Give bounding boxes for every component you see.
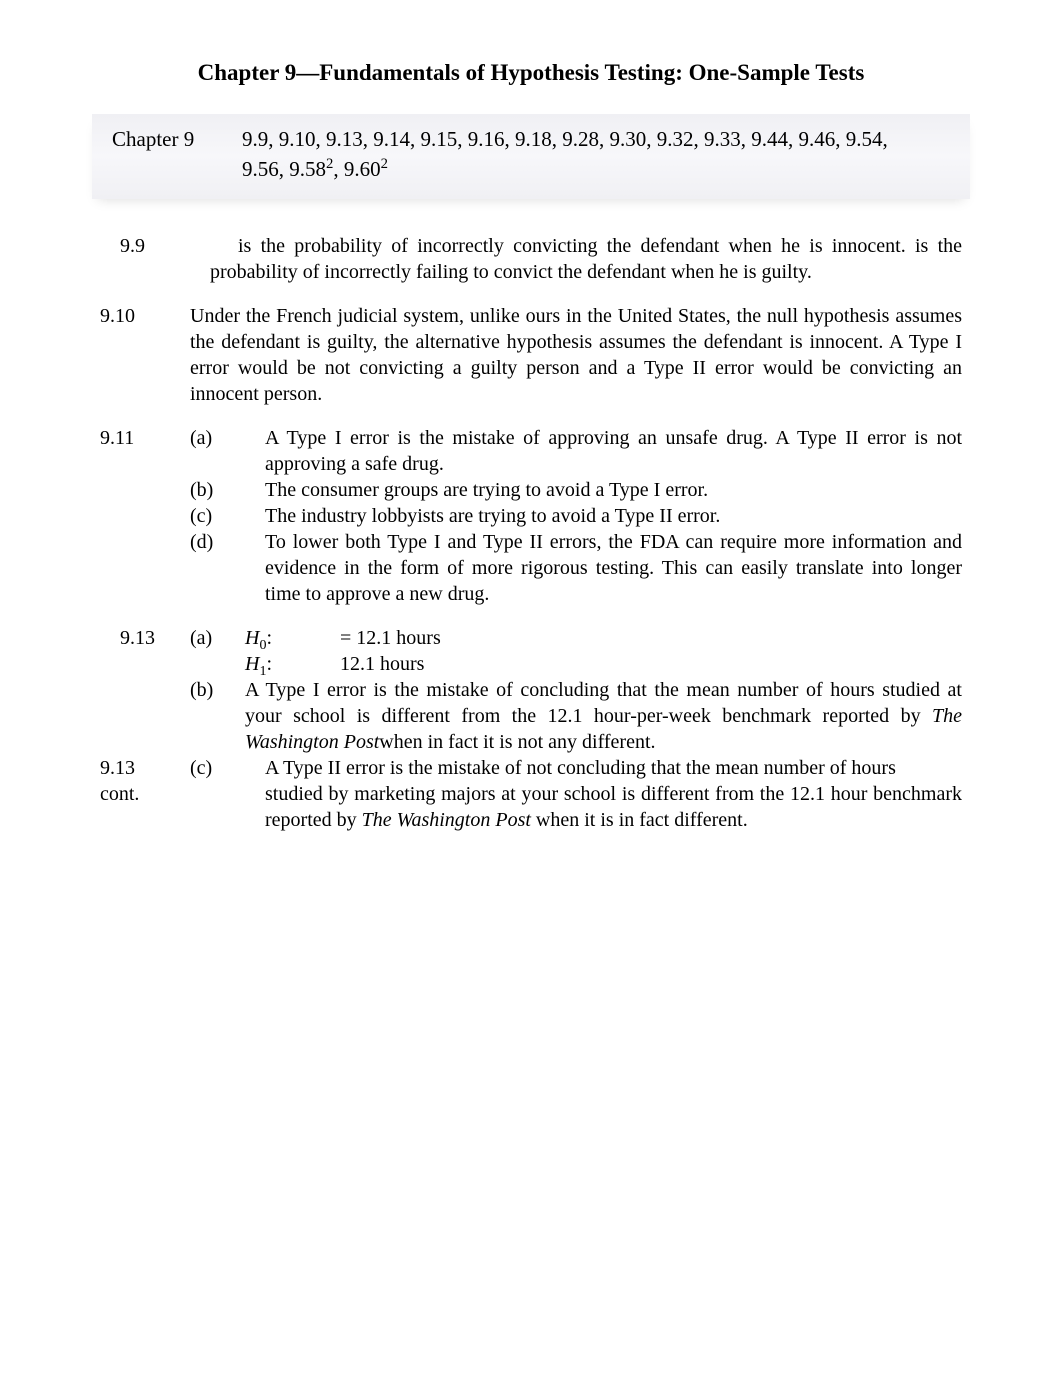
problem-number-blank bbox=[100, 677, 190, 755]
b-t4: when in fact it is not any different. bbox=[379, 731, 655, 753]
c-t2a: the mean number of hours bbox=[686, 757, 896, 779]
part-label: (a) bbox=[190, 425, 265, 477]
part-label: (b) bbox=[190, 677, 245, 755]
assignment-sup2: 2 bbox=[381, 156, 388, 172]
problem-9-10: 9.10 Under the French judicial system, u… bbox=[100, 303, 962, 407]
chapter-title: Chapter 9—Fundamentals of Hypothesis Tes… bbox=[100, 60, 962, 86]
problem-text: is the probability of incorrectly convic… bbox=[210, 233, 962, 285]
part-label: (c) bbox=[190, 503, 265, 529]
problem-number: 9.10 bbox=[100, 303, 190, 407]
hypothesis-h1: H1: 12.1 hours bbox=[245, 651, 962, 677]
h1-value: 12.1 hours bbox=[330, 651, 962, 677]
part-text: A Type I error is the mistake of conclud… bbox=[245, 677, 962, 755]
part-text: The consumer groups are trying to avoid … bbox=[265, 477, 962, 503]
h0-colon: : bbox=[266, 627, 272, 649]
problem-9-13-c-cont: cont. studied by marketing majors at you… bbox=[100, 781, 962, 833]
part-text-cont: studied by marketing majors at your scho… bbox=[265, 781, 962, 833]
problem-9-11-d: (d) To lower both Type I and Type II err… bbox=[190, 529, 962, 607]
part-text: To lower both Type I and Type II errors,… bbox=[265, 529, 962, 607]
problem-number: 9.9 bbox=[100, 233, 210, 285]
assignment-line2b: , 9.60 bbox=[333, 157, 380, 181]
h0-symbol: H0: bbox=[245, 625, 330, 651]
part-text: A Type I error is the mistake of approvi… bbox=[265, 425, 962, 477]
h0-value: = 12.1 hours bbox=[330, 625, 962, 651]
part-label: (b) bbox=[190, 477, 265, 503]
c-t1: A Type II error is the mistake of not co… bbox=[265, 757, 686, 779]
h1-colon: : bbox=[266, 653, 272, 675]
problem-9-13-c: 9.13 (c) A Type II error is the mistake … bbox=[100, 755, 962, 781]
problem-9-11: 9.11 (a) A Type I error is the mistake o… bbox=[100, 425, 962, 607]
problem-9-13-a: 9.13 (a) H0: = 12.1 hours H1: 12.1 hours bbox=[100, 625, 962, 677]
cont-label: cont. bbox=[100, 781, 190, 833]
b-t1: A Type I error is the mistake of conclud… bbox=[245, 679, 654, 701]
part-label: (c) bbox=[190, 755, 265, 781]
problem-text: Under the French judicial system, unlike… bbox=[190, 303, 962, 407]
part-label-blank bbox=[190, 781, 265, 833]
problem-9-11-c: (c) The industry lobbyists are trying to… bbox=[190, 503, 962, 529]
hypothesis-h0: H0: = 12.1 hours bbox=[245, 625, 962, 651]
problem-9-11-b: (b) The consumer groups are trying to av… bbox=[190, 477, 962, 503]
h1-symbol: H1: bbox=[245, 651, 330, 677]
problem-9-11-a: (a) A Type I error is the mistake of app… bbox=[190, 425, 962, 477]
part-label: (d) bbox=[190, 529, 265, 607]
problem-number: 9.11 bbox=[100, 425, 190, 607]
h0-letter: H bbox=[245, 627, 259, 649]
problem-number: 9.13 bbox=[100, 755, 190, 781]
assignment-text: 9.9, 9.10, 9.13, 9.14, 9.15, 9.16, 9.18,… bbox=[242, 124, 950, 185]
part-label: (a) bbox=[190, 625, 245, 677]
assignment-line1: 9.9, 9.10, 9.13, 9.14, 9.15, 9.16, 9.18,… bbox=[242, 127, 888, 151]
assignment-label: Chapter 9 bbox=[112, 124, 242, 185]
assignment-box: Chapter 9 9.9, 9.10, 9.13, 9.14, 9.15, 9… bbox=[92, 114, 970, 199]
part-text: The industry lobbyists are trying to avo… bbox=[265, 503, 962, 529]
h1-letter: H bbox=[245, 653, 259, 675]
c-t4: when it is in fact different. bbox=[531, 809, 748, 831]
problem-number: 9.13 bbox=[100, 625, 190, 677]
part-text-line1: A Type II error is the mistake of not co… bbox=[265, 755, 962, 781]
assignment-line2a: 9.56, 9.58 bbox=[242, 157, 326, 181]
c-t3: The Washington Post bbox=[362, 809, 531, 831]
problem-9-13-b: (b) A Type I error is the mistake of con… bbox=[100, 677, 962, 755]
problem-9-9: 9.9 is the probability of incorrectly co… bbox=[100, 233, 962, 285]
